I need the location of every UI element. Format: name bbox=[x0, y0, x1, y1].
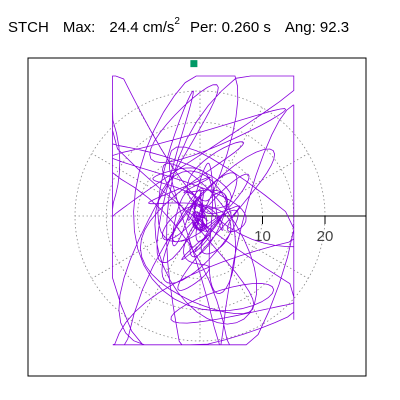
angle-label: Ang: bbox=[284, 19, 316, 36]
max-value: 24.4 bbox=[109, 19, 139, 36]
plot-frame bbox=[27, 57, 367, 377]
max-amplitude-marker bbox=[190, 60, 198, 68]
max-unit: cm/s bbox=[142, 19, 175, 36]
max-label: Max: bbox=[62, 19, 96, 36]
polar-spoke bbox=[91, 153, 201, 217]
x-tick-label: 20 bbox=[317, 228, 334, 245]
motion-trace bbox=[112, 75, 295, 346]
max-unit-exponent: 2 bbox=[174, 16, 180, 27]
polar-spoke bbox=[91, 215, 201, 279]
angle-value: 92.3 bbox=[319, 19, 350, 36]
x-tick-label: 10 bbox=[254, 228, 271, 245]
polar-spoke bbox=[199, 153, 309, 217]
station-code: STCH bbox=[8, 19, 49, 36]
period-value: 0.260 s bbox=[221, 19, 271, 36]
period-label: Per: bbox=[189, 19, 218, 36]
polar-spoke bbox=[137, 215, 201, 325]
polar-spoke bbox=[199, 215, 309, 279]
chart-title: STCH Max: 24.4 cm/s2 Per: 0.260 s Ang: 92.3 bbox=[8, 14, 349, 38]
